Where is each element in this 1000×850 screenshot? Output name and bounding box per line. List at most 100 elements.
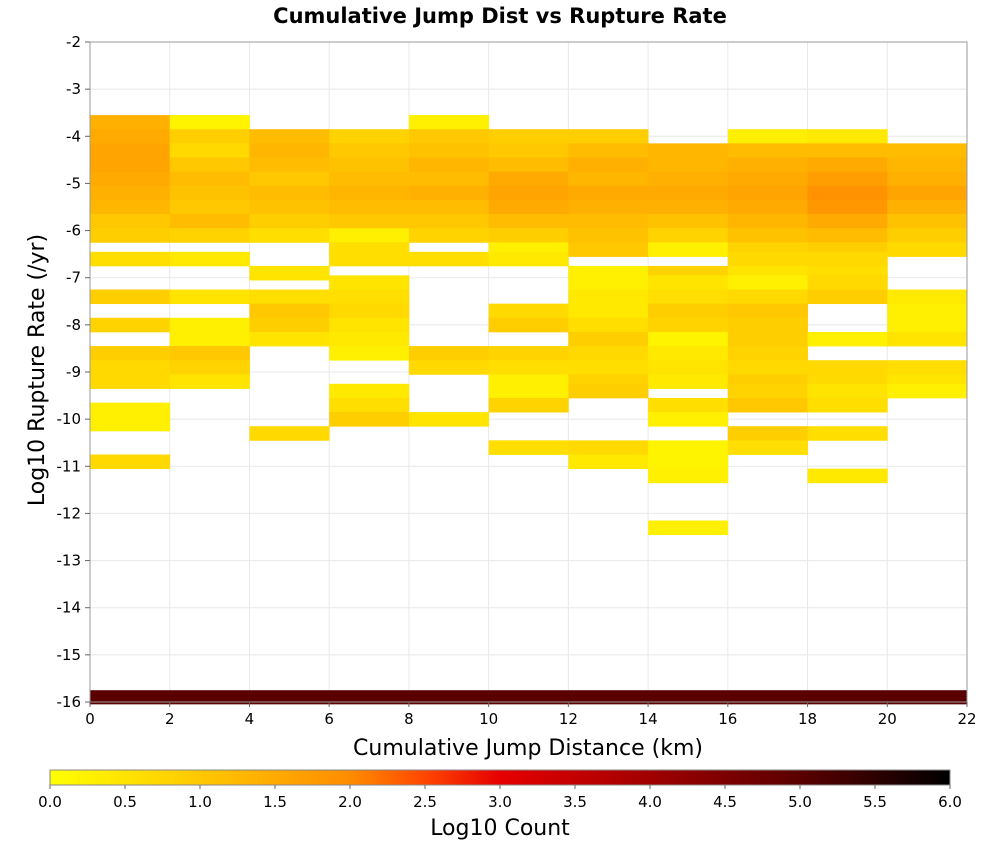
heatmap-cell <box>90 346 171 361</box>
colorbar-tick-label: 6.0 <box>938 793 962 811</box>
y-tick-label: -7 <box>66 269 81 287</box>
x-tick-label: 6 <box>324 710 334 728</box>
heatmap-cell <box>249 171 330 187</box>
heatmap-cell <box>648 275 729 290</box>
x-tick-label: 12 <box>559 710 578 728</box>
y-tick-label: -8 <box>66 316 81 334</box>
heatmap-cell <box>807 251 888 267</box>
heatmap-cell <box>568 143 649 158</box>
heatmap-bottom-row <box>90 690 967 705</box>
heatmap-cell <box>887 171 968 187</box>
x-tick-label: 0 <box>85 710 95 728</box>
heatmap-cell <box>329 199 410 215</box>
y-tick-label: -11 <box>57 457 82 475</box>
heatmap-cell <box>727 289 808 305</box>
heatmap-cell <box>329 397 410 413</box>
heatmap-cell <box>488 397 569 413</box>
y-tick-label: -15 <box>57 646 82 664</box>
heatmap-cell <box>488 157 569 173</box>
heatmap-cell <box>90 289 171 305</box>
x-tick-label: 14 <box>639 710 658 728</box>
heatmap-cell <box>329 303 410 319</box>
heatmap-cell <box>887 242 968 257</box>
heatmap-cell <box>249 214 330 229</box>
x-tick-label: 16 <box>718 710 737 728</box>
heatmap-cell <box>408 346 490 361</box>
heatmap-cell <box>329 317 410 333</box>
heatmap-cell <box>568 228 649 243</box>
heatmap-cell <box>90 228 171 243</box>
heatmap-cell <box>727 317 808 333</box>
heatmap-cell <box>329 129 410 144</box>
x-tick-label: 10 <box>479 710 498 728</box>
heatmap-cell <box>249 317 330 333</box>
heatmap-cell <box>90 199 171 215</box>
heatmap-cell <box>90 402 171 418</box>
heatmap-cell <box>488 171 569 187</box>
colorbar-tick-label: 2.0 <box>338 793 362 811</box>
heatmap-cell <box>90 157 171 173</box>
y-tick-label: -3 <box>66 80 81 98</box>
y-tick-label: -12 <box>57 504 82 522</box>
y-axis-ticks: -2 -3 -4 -5 -6 -7 -8 -9 -10 -11 -12 -13 -14 -15 -16 <box>57 33 90 711</box>
heatmap-cell <box>488 199 569 215</box>
heatmap-cell <box>90 171 171 187</box>
heatmap-cell <box>329 412 410 427</box>
heatmap-cell <box>488 317 569 333</box>
heatmap-cell <box>727 157 808 173</box>
heatmap-cell <box>329 185 410 201</box>
heatmap-cell <box>568 440 649 455</box>
heatmap-cell <box>488 383 569 399</box>
heatmap-cell <box>887 289 968 305</box>
heatmap-cell <box>408 157 490 173</box>
heatmap-cell <box>887 185 968 201</box>
heatmap-cell <box>90 143 171 158</box>
heatmap-cell <box>90 251 171 267</box>
heatmap-cell <box>329 143 410 158</box>
heatmap-cell <box>727 331 808 347</box>
colorbar-title: Log10 Count <box>430 816 570 841</box>
colorbar-tick-label: 3.0 <box>488 793 512 811</box>
heatmap-cell <box>727 129 808 144</box>
heatmap-cell <box>727 426 808 441</box>
heatmap-cell <box>727 171 808 187</box>
heatmap-cell <box>727 383 808 399</box>
colorbar-gradient <box>49 769 951 786</box>
heatmap-cell <box>887 331 968 347</box>
heatmap-cell <box>648 440 729 455</box>
y-tick-label: -13 <box>57 552 82 570</box>
heatmap-cell <box>408 251 490 267</box>
heatmap-cell <box>329 251 410 267</box>
heatmap-cell <box>408 115 490 130</box>
heatmap-cell <box>169 374 250 389</box>
x-tick-label: 20 <box>878 710 897 728</box>
heatmap-cell <box>648 242 729 257</box>
heatmap-cell <box>249 143 330 158</box>
heatmap-cell <box>648 171 729 187</box>
heatmap-cell <box>648 397 729 413</box>
heatmap-cell <box>169 115 250 130</box>
heatmap-cell <box>648 331 729 347</box>
heatmap-cell <box>887 143 968 158</box>
heatmap-cell <box>408 199 490 215</box>
heatmap-cell <box>169 171 250 187</box>
x-tick-label: 2 <box>165 710 175 728</box>
heatmap-cell <box>568 331 649 347</box>
heatmap-cell <box>807 426 888 441</box>
heatmap-cell <box>408 412 490 427</box>
heatmap-cell <box>169 317 250 333</box>
heatmap-cell <box>169 360 250 375</box>
heatmap-cell <box>90 416 171 432</box>
heatmap-cell <box>727 214 808 229</box>
heatmap-cell <box>169 331 250 347</box>
heatmap-cell <box>648 374 729 389</box>
heatmap-cells <box>90 115 968 705</box>
heatmap-cell <box>727 303 808 319</box>
heatmap-cell <box>807 331 888 347</box>
heatmap-cell <box>90 185 171 201</box>
heatmap-cell <box>488 129 569 144</box>
heatmap-cell <box>568 383 649 399</box>
heatmap-cell <box>887 199 968 215</box>
heatmap-cell <box>488 185 569 201</box>
heatmap-cell <box>807 383 888 399</box>
